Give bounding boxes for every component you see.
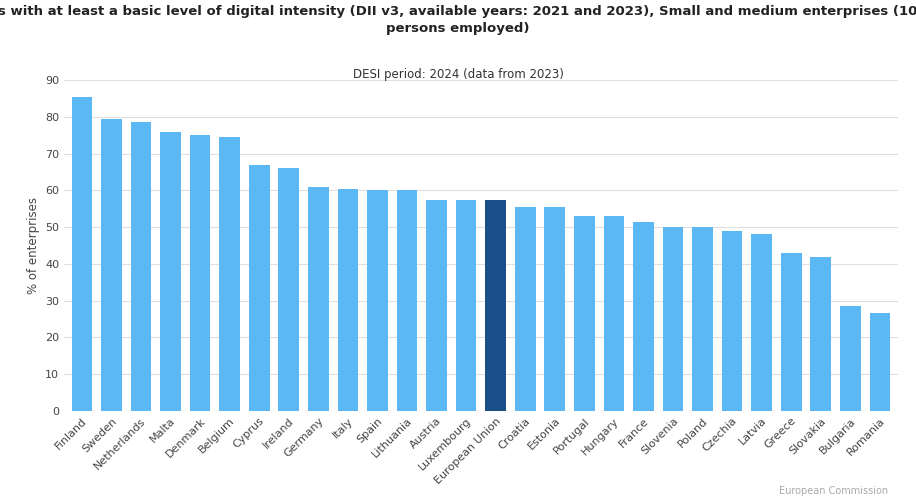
Bar [485,199,506,411]
Bar [544,207,565,411]
Bar [160,132,180,411]
Bar [781,253,802,411]
Bar [397,190,418,411]
Bar [840,306,861,411]
Bar [219,137,240,411]
Bar [751,234,772,411]
Bar [131,122,151,411]
Bar [662,227,683,411]
Bar [101,119,122,411]
Bar [278,168,300,411]
Bar [633,221,654,411]
Bar [426,199,447,411]
Y-axis label: % of enterprises: % of enterprises [27,197,39,294]
Bar [456,199,476,411]
Bar [367,190,387,411]
Bar [249,165,269,411]
Bar [574,216,594,411]
Bar [190,135,211,411]
Bar [604,216,625,411]
Bar [869,314,890,411]
Text: European Commission: European Commission [780,486,889,496]
Bar [71,97,93,411]
Bar [515,207,536,411]
Text: DESI period: 2024 (data from 2023): DESI period: 2024 (data from 2023) [353,68,563,81]
Bar [692,227,713,411]
Bar [722,231,743,411]
Bar [811,257,831,411]
Text: SMEs with at least a basic level of digital intensity (DII v3, available years: : SMEs with at least a basic level of digi… [0,5,916,35]
Bar [337,188,358,411]
Bar [308,187,329,411]
